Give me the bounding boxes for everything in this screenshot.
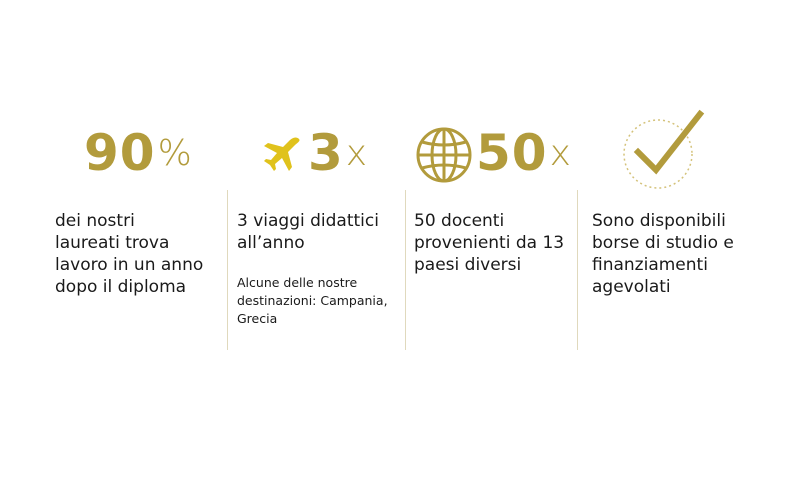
stat-text: 50 docenti provenienti da 13 paesi diver… [414, 210, 564, 276]
text-line: agevolati [592, 277, 671, 297]
text-line: borse di studio e [592, 233, 734, 253]
stat-text: 3 viaggi didattici all’anno [237, 210, 379, 254]
globe-icon [416, 127, 472, 183]
text-line: 3 viaggi didattici [237, 211, 379, 231]
stat-text: dei nostri laureati trova lavoro in un a… [55, 210, 203, 298]
stat-unit: % [157, 132, 192, 174]
separator [227, 190, 228, 350]
separator [577, 190, 578, 350]
text-line: Sono disponibili [592, 211, 726, 231]
check-icon [623, 109, 705, 189]
separator [405, 190, 406, 350]
stat-note: Alcune delle nostre destinazioni: Campan… [237, 274, 388, 328]
text-line: finanziamenti [592, 255, 708, 275]
stat-head: 3 x [308, 118, 367, 188]
text-line: dei nostri [55, 211, 135, 231]
text-line: 50 docenti [414, 211, 505, 231]
stat-unit: x [549, 132, 571, 174]
text-line: provenienti da 13 [414, 233, 565, 253]
airplane-icon [264, 137, 300, 171]
stat-text: Sono disponibili borse di studio e finan… [592, 210, 734, 298]
stat-head: 50 x [476, 118, 571, 188]
note-line: Alcune delle nostre [237, 275, 358, 290]
note-line: destinazioni: Campania, [237, 293, 388, 308]
stat-number: 50 [476, 124, 548, 182]
text-line: laureati trova [55, 233, 170, 253]
text-line: paesi diversi [414, 255, 522, 275]
stat-number: 90 [84, 124, 156, 182]
note-line: Grecia [237, 311, 278, 326]
stat-unit: x [345, 132, 368, 174]
text-line: dopo il diploma [55, 277, 187, 297]
stat-head: 90 % [84, 118, 192, 188]
text-line: lavoro in un anno [55, 255, 204, 275]
text-line: all’anno [237, 233, 305, 253]
stat-number: 3 [308, 124, 344, 182]
